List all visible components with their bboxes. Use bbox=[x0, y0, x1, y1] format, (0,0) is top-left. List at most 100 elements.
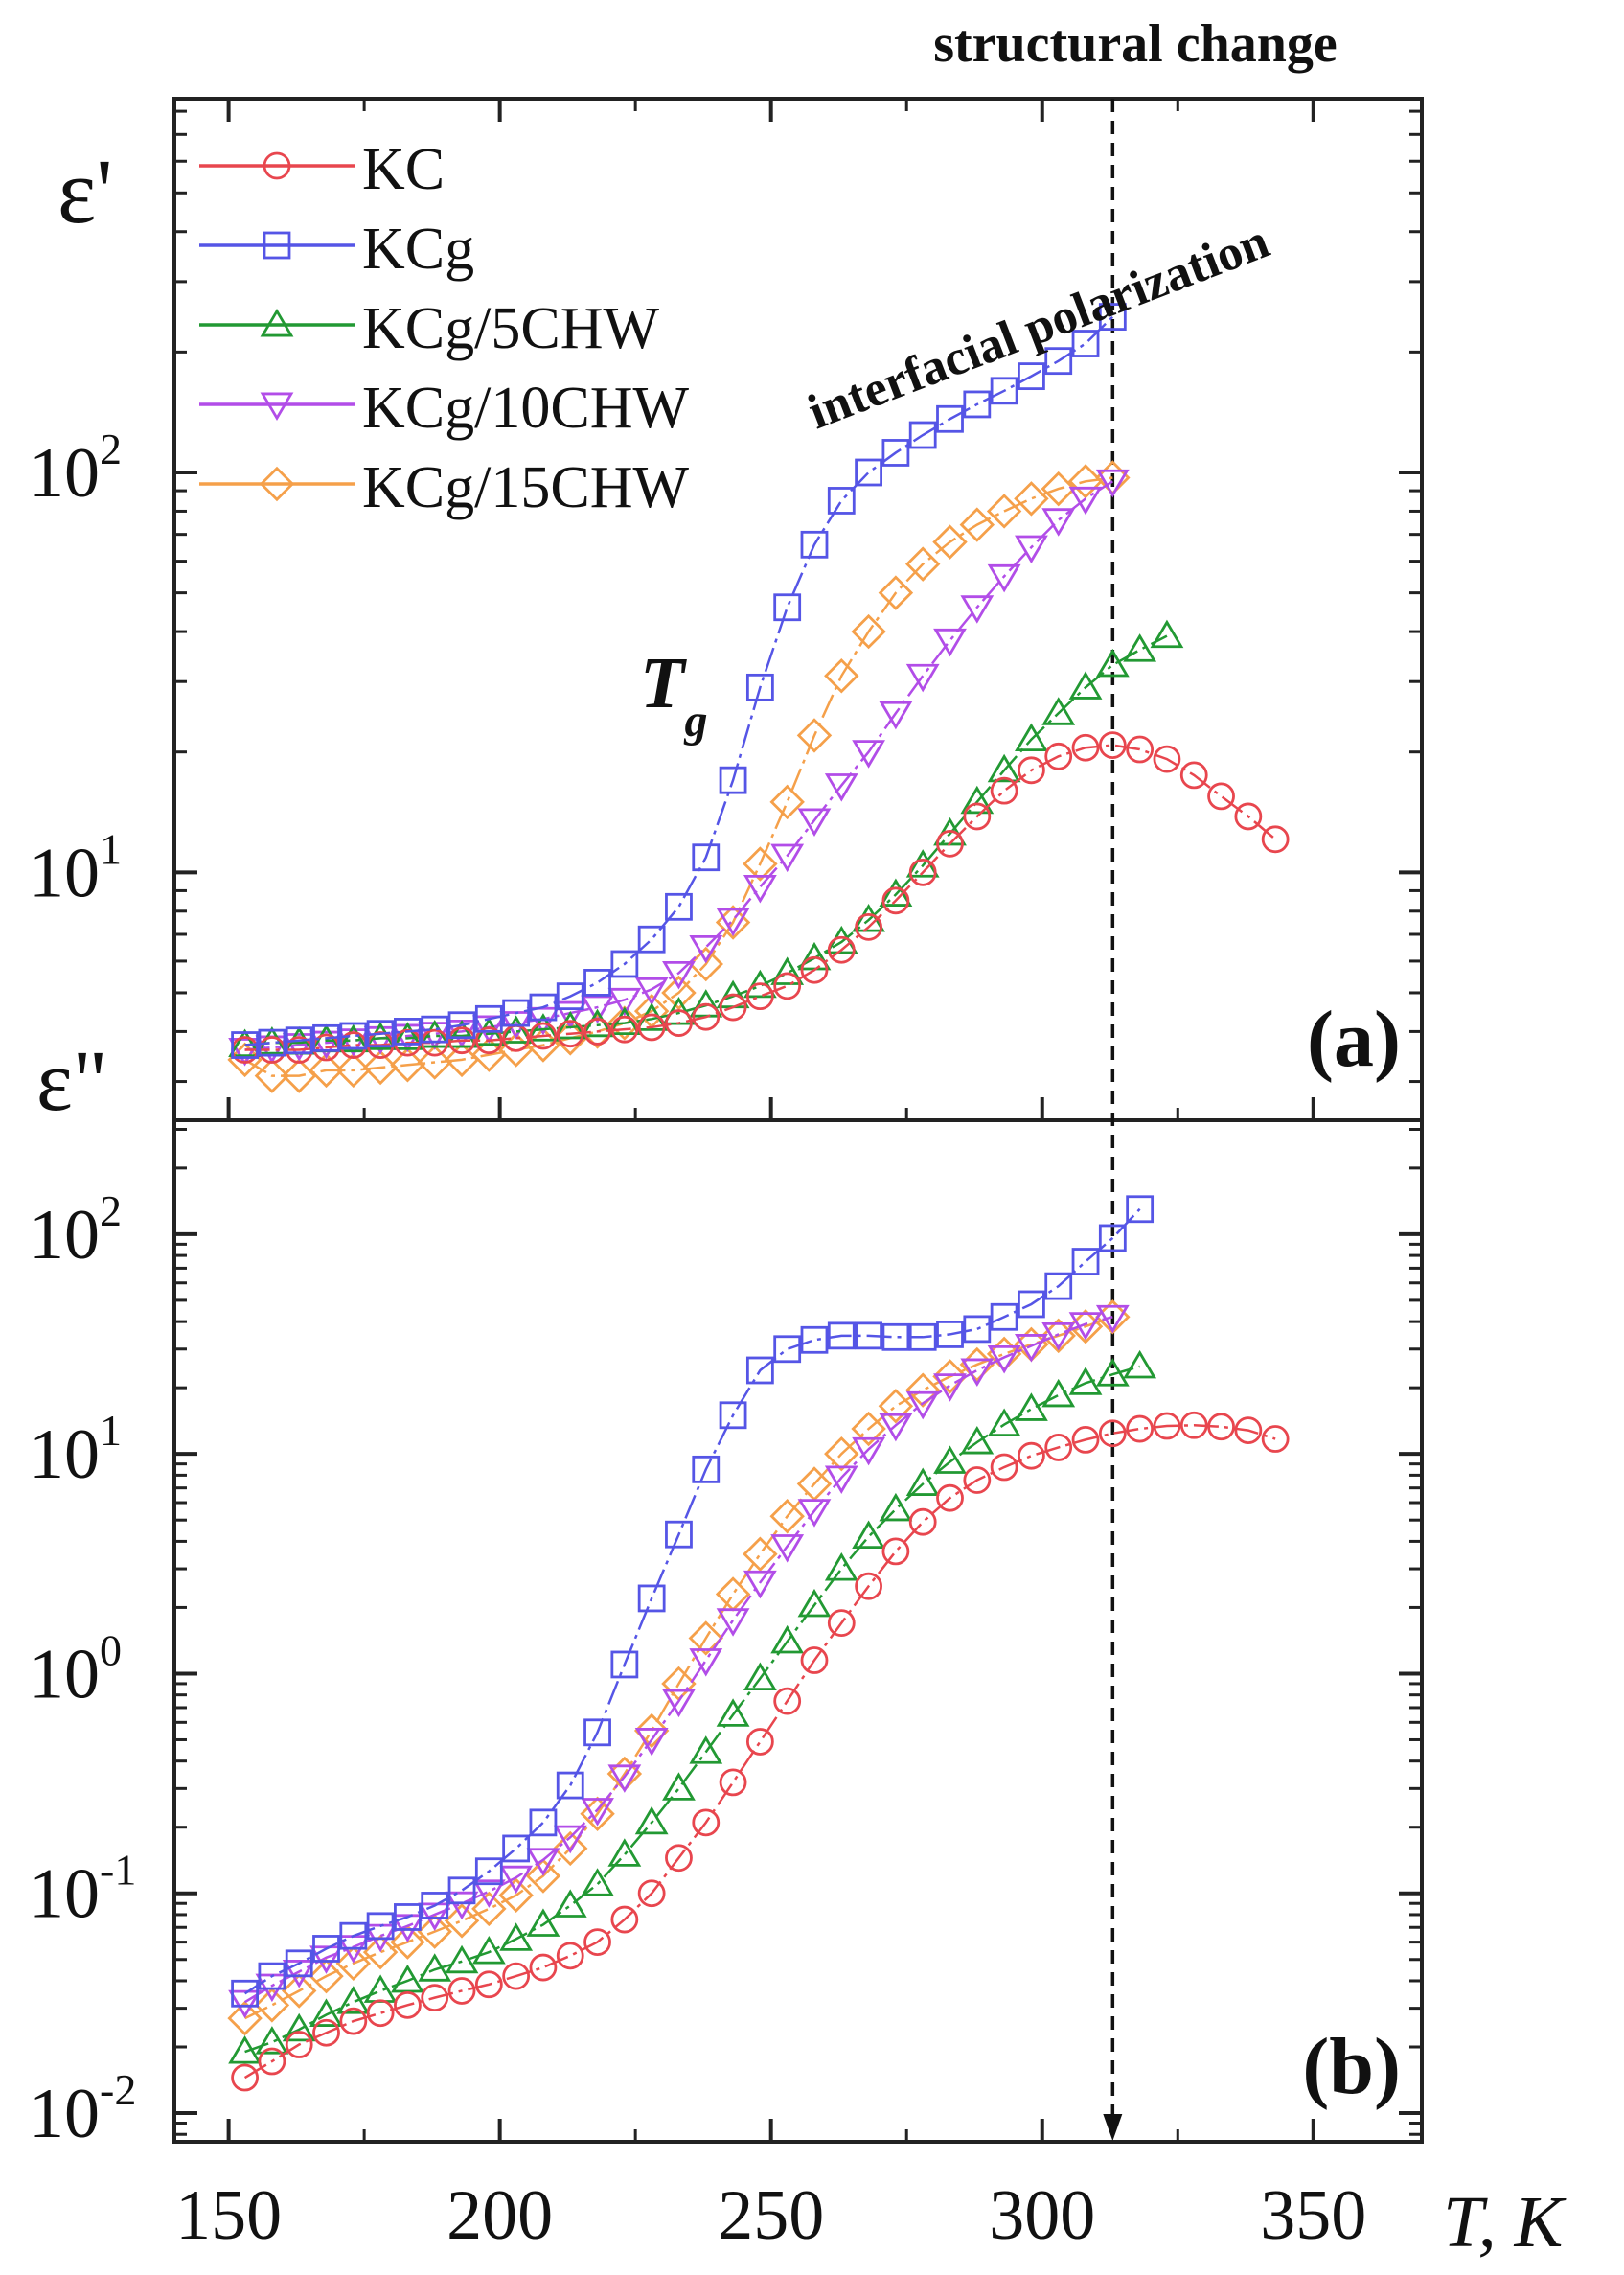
data-point bbox=[258, 1962, 286, 1990]
data-point bbox=[770, 1534, 805, 1563]
data-point bbox=[1126, 1414, 1155, 1443]
data-point bbox=[743, 1662, 777, 1691]
series-kc bbox=[231, 1411, 1290, 2092]
data-point bbox=[474, 1026, 503, 1055]
data-point bbox=[1068, 671, 1103, 700]
data-point bbox=[282, 1960, 316, 1988]
data-point bbox=[556, 1020, 584, 1048]
data-point bbox=[879, 1492, 913, 1522]
data-point bbox=[1018, 362, 1045, 391]
data-point bbox=[878, 1389, 914, 1424]
data-point bbox=[610, 1015, 639, 1044]
data-point bbox=[228, 1038, 262, 1067]
y-tick-exponent: 1 bbox=[100, 824, 122, 873]
legend-marker bbox=[259, 466, 295, 502]
data-point bbox=[447, 1977, 476, 2005]
data-point bbox=[1179, 761, 1208, 790]
data-point bbox=[231, 1979, 259, 2008]
legend-label: KCg/15CHW bbox=[362, 455, 689, 520]
data-point bbox=[773, 593, 802, 622]
data-point bbox=[904, 546, 941, 582]
data-point bbox=[445, 1944, 479, 1974]
data-point bbox=[743, 1536, 778, 1572]
structural-change-marker bbox=[1103, 99, 1123, 2141]
data-point bbox=[637, 1879, 666, 1908]
data-point bbox=[661, 975, 697, 1011]
data-point bbox=[688, 1620, 723, 1656]
data-point bbox=[827, 1609, 856, 1638]
data-point bbox=[881, 1322, 910, 1351]
legend-marker bbox=[263, 231, 291, 260]
data-point bbox=[634, 1805, 669, 1835]
data-point bbox=[692, 1808, 721, 1837]
data-point bbox=[362, 1934, 399, 1970]
data-point bbox=[285, 1026, 313, 1055]
data-point bbox=[743, 969, 777, 999]
data-point bbox=[637, 925, 666, 954]
data-point bbox=[990, 1302, 1018, 1331]
data-point bbox=[474, 1004, 503, 1033]
data-point bbox=[366, 1912, 395, 1941]
data-point bbox=[1261, 825, 1290, 854]
interfacial-polarization-label: interfacial polarization bbox=[801, 214, 1276, 440]
data-point bbox=[824, 773, 858, 802]
data-point bbox=[800, 1325, 829, 1354]
data-point bbox=[855, 1572, 882, 1600]
legend-label: KCg/5CHW bbox=[362, 296, 659, 361]
data-point bbox=[610, 1650, 639, 1679]
data-point bbox=[878, 575, 914, 610]
data-point bbox=[773, 1687, 802, 1715]
series-line bbox=[243, 476, 1113, 1077]
data-point bbox=[309, 1052, 344, 1089]
panel-b-series bbox=[227, 1195, 1290, 2092]
data-point bbox=[1098, 731, 1127, 759]
series-kcg-5chw bbox=[228, 619, 1184, 1057]
data-point bbox=[227, 2000, 263, 2036]
data-point bbox=[1153, 1412, 1181, 1440]
data-point bbox=[336, 1986, 371, 2014]
y-tick-label: 102 bbox=[29, 425, 122, 513]
data-point bbox=[855, 912, 882, 941]
panel-a-series bbox=[227, 303, 1290, 1093]
data-point bbox=[1207, 1413, 1235, 1441]
data-point bbox=[1123, 633, 1157, 662]
tg-label: Tg bbox=[640, 643, 707, 747]
data-point bbox=[581, 1798, 614, 1827]
data-point bbox=[474, 1970, 503, 1999]
data-point bbox=[255, 2026, 289, 2055]
data-point bbox=[745, 982, 774, 1011]
data-point bbox=[689, 934, 723, 964]
data-point bbox=[1014, 1326, 1049, 1363]
data-point bbox=[716, 1608, 750, 1637]
data-point bbox=[960, 595, 995, 624]
data-point bbox=[231, 2063, 259, 2092]
series-line bbox=[244, 315, 1114, 1046]
data-point bbox=[390, 1924, 425, 1960]
data-point bbox=[743, 875, 777, 904]
data-point bbox=[312, 1023, 340, 1052]
data-point bbox=[879, 1413, 913, 1442]
data-point bbox=[583, 969, 611, 997]
y-tick-exponent: 2 bbox=[100, 1186, 122, 1235]
data-point bbox=[1126, 735, 1155, 764]
data-point bbox=[905, 1390, 940, 1420]
data-point bbox=[1068, 1312, 1103, 1341]
structural-change-arrowhead bbox=[1103, 2114, 1123, 2141]
data-point bbox=[959, 507, 995, 542]
data-point bbox=[282, 2012, 316, 2042]
data-point bbox=[336, 1028, 371, 1057]
data-point bbox=[610, 1905, 639, 1934]
data-point bbox=[769, 784, 805, 820]
y-tick-exponent: 1 bbox=[100, 1406, 122, 1455]
tg-symbol: T bbox=[640, 643, 687, 724]
data-point bbox=[1041, 1321, 1076, 1351]
data-point bbox=[498, 1877, 534, 1913]
data-point bbox=[1095, 1358, 1130, 1387]
data-point bbox=[447, 1011, 476, 1040]
data-point bbox=[312, 2018, 340, 2047]
data-point bbox=[471, 1879, 506, 1908]
data-point bbox=[610, 950, 639, 978]
data-point bbox=[607, 1838, 642, 1867]
series-kcg bbox=[231, 1195, 1155, 2008]
data-point bbox=[963, 1466, 992, 1494]
